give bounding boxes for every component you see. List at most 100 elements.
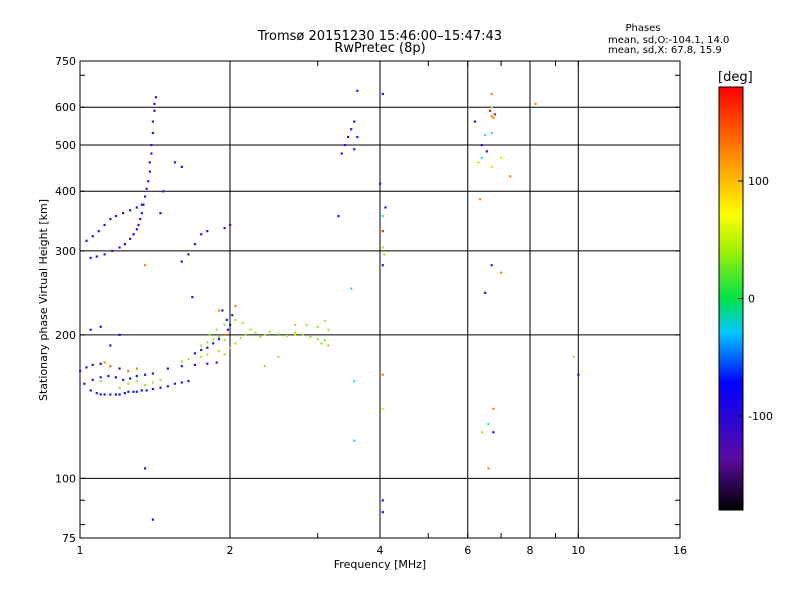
- data-point: [234, 304, 237, 308]
- data-point: [277, 355, 280, 358]
- data-point: [143, 195, 147, 198]
- y-tick-label: 400: [55, 185, 76, 198]
- y-tick-label: 500: [55, 139, 76, 152]
- data-point: [493, 113, 497, 116]
- y-axis-label: Stationary phase Virtual Height [km]: [37, 199, 50, 401]
- data-point: [484, 291, 487, 294]
- data-point: [85, 366, 88, 369]
- x-tick-label: 16: [673, 544, 687, 557]
- data-point: [223, 226, 226, 230]
- data-point: [381, 264, 384, 267]
- data-point: [316, 325, 319, 328]
- data-point: [208, 333, 211, 337]
- data-point: [191, 296, 194, 299]
- data-point: [353, 148, 356, 151]
- data-point: [239, 336, 242, 340]
- data-point: [173, 161, 177, 164]
- data-point: [132, 233, 135, 236]
- data-point: [223, 323, 226, 326]
- data-point: [229, 223, 232, 227]
- data-point: [151, 387, 155, 391]
- data-point: [327, 344, 330, 347]
- data-point: [323, 319, 327, 322]
- data-point: [99, 393, 102, 396]
- data-point: [118, 333, 121, 337]
- data-point: [148, 161, 151, 164]
- data-point: [137, 223, 140, 227]
- data-point: [337, 214, 340, 218]
- data-point: [479, 198, 482, 201]
- data-point: [480, 156, 483, 160]
- data-point: [127, 369, 130, 373]
- data-point: [127, 382, 130, 385]
- data-point: [234, 342, 237, 345]
- data-point: [285, 334, 288, 338]
- data-point: [109, 365, 112, 368]
- data-point: [473, 120, 477, 123]
- data-point: [153, 102, 156, 106]
- data-point: [316, 337, 319, 341]
- data-point: [95, 392, 98, 395]
- data-point: [487, 423, 490, 426]
- data-point: [254, 331, 257, 334]
- data-point: [151, 372, 155, 375]
- data-point: [180, 381, 183, 384]
- chart-subtitle: RwPretec (8p): [334, 41, 425, 56]
- data-point: [166, 367, 169, 370]
- data-point: [142, 203, 145, 206]
- data-point: [480, 143, 483, 147]
- data-point: [135, 374, 138, 378]
- data-point: [327, 328, 330, 331]
- data-point: [356, 89, 359, 92]
- data-point: [223, 339, 226, 342]
- data-point: [135, 380, 138, 383]
- data-point: [145, 389, 148, 392]
- data-point: [215, 328, 218, 331]
- data-point: [353, 380, 356, 383]
- data-point: [381, 246, 384, 249]
- data-point: [381, 214, 384, 218]
- data-point: [293, 333, 297, 337]
- x-tick-label: 6: [464, 544, 471, 557]
- data-point: [577, 373, 580, 376]
- data-point: [263, 333, 267, 337]
- data-point: [193, 352, 197, 355]
- data-point: [572, 355, 576, 358]
- data-point: [153, 109, 156, 112]
- data-point: [231, 314, 234, 317]
- data-point: [225, 318, 228, 322]
- data-point: [206, 230, 209, 233]
- data-point: [114, 376, 118, 379]
- colorbar: [deg] 100 0 -100: [718, 70, 773, 511]
- data-point: [140, 212, 143, 215]
- data-point: [487, 467, 490, 470]
- stats-heading: Phases: [625, 23, 660, 34]
- data-point: [180, 360, 183, 363]
- data-point: [381, 92, 384, 96]
- data-point: [490, 165, 493, 169]
- data-point: [221, 309, 224, 312]
- data-point: [490, 92, 493, 96]
- data-point: [263, 365, 267, 368]
- data-point: [79, 369, 82, 373]
- data-point: [217, 349, 221, 353]
- data-point: [193, 243, 197, 246]
- data-point: [180, 365, 183, 368]
- x-tick-label: 8: [527, 544, 534, 557]
- data-point: [139, 217, 142, 221]
- data-point: [180, 165, 183, 169]
- x-tick-label: 4: [377, 544, 384, 557]
- x-tick-label: 2: [227, 544, 234, 557]
- data-point: [127, 390, 130, 393]
- data-point: [118, 386, 121, 389]
- data-point: [200, 348, 203, 352]
- data-point: [148, 170, 151, 173]
- data-point: [244, 333, 247, 337]
- data-point: [492, 116, 495, 120]
- data-point: [381, 407, 384, 410]
- data-point: [91, 235, 94, 238]
- data-point: [340, 152, 343, 155]
- data-point: [187, 253, 190, 256]
- data-point: [492, 407, 495, 410]
